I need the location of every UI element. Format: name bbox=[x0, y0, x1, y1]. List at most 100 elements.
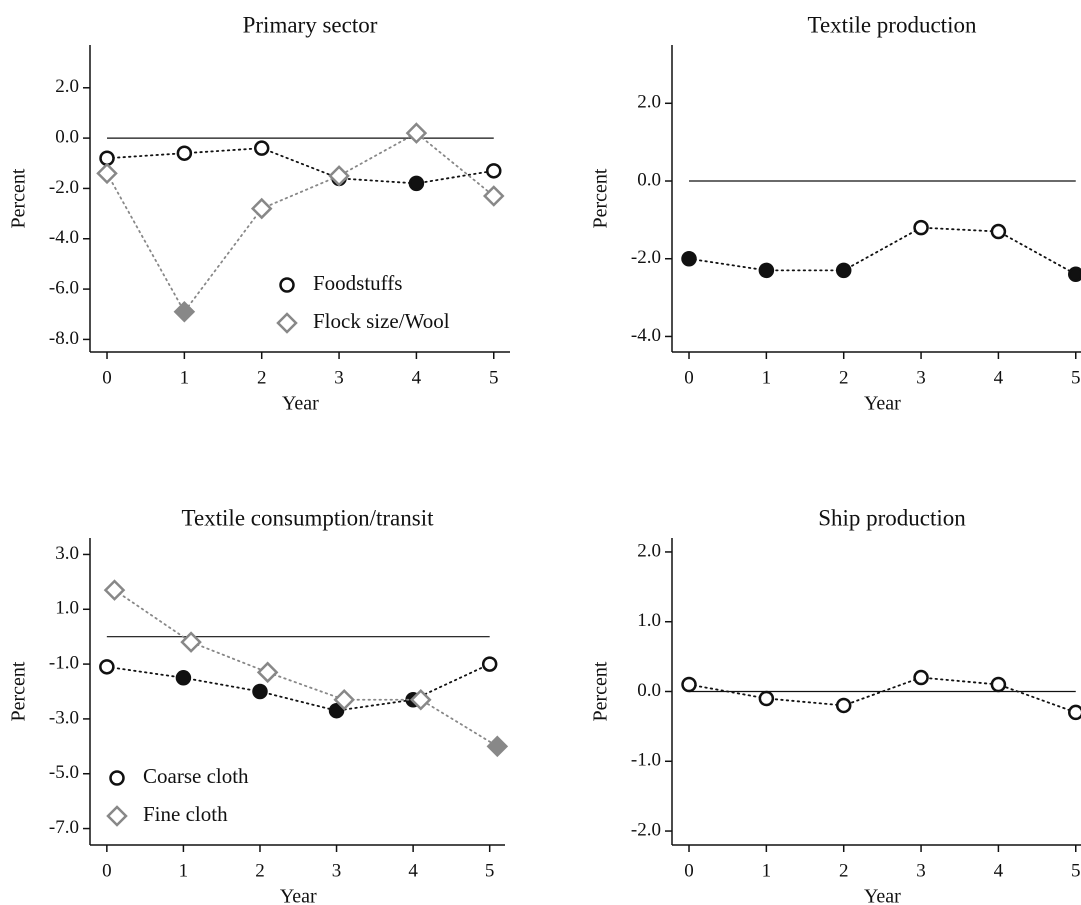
x-tick-label: 0 bbox=[684, 860, 694, 881]
y-tick-label: -1.0 bbox=[49, 652, 79, 673]
diamond-marker bbox=[250, 197, 273, 220]
y-tick-label: -3.0 bbox=[49, 707, 79, 728]
circle-marker bbox=[328, 702, 345, 719]
diamond-marker bbox=[405, 122, 428, 144]
y-tick-label: 0.0 bbox=[637, 680, 661, 701]
x-tick-label: 3 bbox=[916, 367, 926, 388]
legend-marker bbox=[276, 312, 298, 334]
x-tick-label: 4 bbox=[412, 367, 422, 388]
x-axis-label: Year bbox=[864, 886, 901, 905]
y-tick-label: 1.0 bbox=[55, 598, 79, 619]
series-line bbox=[113, 589, 499, 748]
x-tick-label: 5 bbox=[1071, 860, 1081, 881]
x-axis-label: Year bbox=[282, 393, 319, 415]
legend-label: Foodstuffs bbox=[313, 271, 402, 295]
panel-title: Primary sector bbox=[243, 12, 378, 37]
diamond-marker bbox=[96, 162, 118, 185]
y-tick-label: -5.0 bbox=[49, 762, 79, 783]
y-tick-label: 2.0 bbox=[637, 92, 661, 113]
circle-marker bbox=[835, 262, 852, 279]
x-tick-label: 3 bbox=[332, 860, 342, 881]
legend-marker bbox=[109, 770, 125, 786]
diamond-marker bbox=[333, 688, 355, 711]
circle-marker bbox=[990, 223, 1007, 240]
y-tick-label: 0.0 bbox=[637, 169, 661, 190]
y-tick-label: 1.0 bbox=[637, 610, 661, 631]
circle-marker bbox=[408, 175, 425, 192]
y-tick-label: -2.0 bbox=[49, 177, 79, 198]
circle-marker bbox=[835, 697, 852, 714]
x-tick-label: 0 bbox=[102, 860, 112, 881]
y-tick-label: -8.0 bbox=[49, 328, 79, 349]
x-tick-label: 0 bbox=[102, 367, 112, 388]
x-tick-label: 1 bbox=[762, 367, 772, 388]
x-tick-label: 0 bbox=[684, 367, 694, 388]
y-axis-label: Percent bbox=[8, 168, 30, 228]
diamond-marker bbox=[482, 185, 505, 207]
x-tick-label: 5 bbox=[1071, 367, 1081, 388]
y-tick-label: 0.0 bbox=[55, 126, 79, 147]
x-tick-label: 4 bbox=[994, 367, 1004, 388]
x-axis-label: Year bbox=[280, 886, 317, 905]
series-line bbox=[105, 663, 491, 712]
y-tick-label: -2.0 bbox=[631, 247, 661, 268]
circle-marker bbox=[176, 145, 193, 161]
x-tick-label: 1 bbox=[179, 860, 189, 881]
legend-label: Fine cloth bbox=[143, 802, 228, 826]
circle-marker bbox=[175, 670, 192, 686]
circle-marker bbox=[990, 676, 1007, 693]
y-tick-label: -4.0 bbox=[49, 227, 79, 248]
x-tick-label: 5 bbox=[489, 367, 499, 388]
circle-marker bbox=[481, 656, 498, 672]
x-tick-label: 1 bbox=[762, 860, 772, 881]
circle-marker bbox=[99, 659, 115, 675]
y-tick-label: -4.0 bbox=[631, 325, 661, 346]
circle-marker bbox=[758, 262, 775, 279]
circle-marker bbox=[252, 683, 268, 700]
y-tick-label: -2.0 bbox=[631, 819, 661, 840]
y-axis-label: Percent bbox=[590, 168, 612, 228]
y-tick-label: 3.0 bbox=[55, 543, 79, 564]
series-line bbox=[106, 131, 495, 314]
series-line bbox=[688, 676, 1077, 714]
x-tick-label: 2 bbox=[839, 367, 849, 388]
diamond-marker bbox=[173, 300, 196, 323]
legend-label: Coarse cloth bbox=[143, 764, 249, 788]
y-tick-label: -6.0 bbox=[49, 277, 79, 298]
circle-marker bbox=[1068, 704, 1081, 721]
diamond-marker bbox=[103, 579, 126, 601]
circle-marker bbox=[681, 250, 697, 267]
circle-marker bbox=[758, 690, 775, 707]
panel-title: Textile production bbox=[808, 12, 977, 37]
x-tick-label: 5 bbox=[485, 860, 495, 881]
panel-title: Textile consumption/transit bbox=[182, 505, 435, 530]
x-tick-label: 4 bbox=[408, 860, 418, 881]
y-axis-label: Percent bbox=[590, 661, 612, 721]
legend-marker bbox=[279, 277, 295, 293]
circle-marker bbox=[913, 219, 929, 236]
circle-marker bbox=[1068, 266, 1081, 283]
circle-marker bbox=[681, 676, 697, 693]
y-axis-label: Percent bbox=[8, 661, 30, 721]
circle-marker bbox=[913, 669, 929, 686]
diamond-marker bbox=[328, 165, 350, 187]
x-tick-label: 2 bbox=[255, 860, 265, 881]
y-tick-label: 2.0 bbox=[637, 540, 661, 561]
circle-marker bbox=[253, 140, 270, 156]
diamond-marker bbox=[486, 735, 509, 758]
panel-title: Ship production bbox=[818, 505, 966, 530]
x-tick-label: 2 bbox=[257, 367, 267, 388]
x-tick-label: 1 bbox=[180, 367, 190, 388]
x-tick-label: 3 bbox=[334, 367, 344, 388]
x-tick-label: 3 bbox=[916, 860, 926, 881]
series-line bbox=[106, 147, 495, 185]
series-line bbox=[688, 226, 1077, 276]
x-tick-label: 4 bbox=[994, 860, 1004, 881]
legend-label: Flock size/Wool bbox=[313, 309, 450, 333]
legend-marker bbox=[106, 805, 128, 827]
diamond-marker bbox=[256, 661, 279, 684]
diamond-marker bbox=[180, 631, 202, 653]
x-axis-label: Year bbox=[864, 393, 901, 415]
